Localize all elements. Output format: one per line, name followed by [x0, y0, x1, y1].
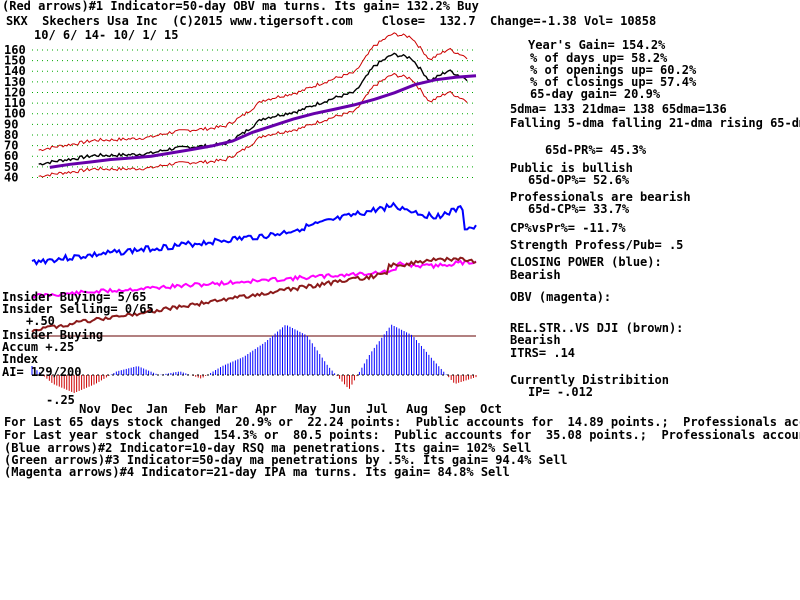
openings-up: % of openings up= 60.2% [530, 63, 697, 77]
ai-label: AI= 129/200 [2, 365, 82, 379]
gain-65-day: 65-day gain= 20.9% [530, 87, 661, 101]
closing-power-label: CLOSING POWER (blue): [510, 255, 662, 269]
footer-year-summary: For Last year stock changed 154.3% or 80… [4, 428, 800, 442]
blue-arrows-indicator-line: (Blue arrows)#2 Indicator=10-day RSQ ma … [4, 441, 532, 455]
index-label: Index [2, 352, 39, 366]
x-month-label: May [295, 402, 317, 416]
closing-power-status: Bearish [510, 268, 561, 282]
rel-strength-label: REL.STR..VS DJI (brown): [510, 321, 684, 335]
rel-strength-line [31, 256, 477, 333]
y-tick-label: 90 [4, 117, 18, 131]
cp-vs-pr: CP%vsPr%= -11.7% [510, 221, 626, 235]
ma65-line [49, 74, 477, 169]
x-month-label: Oct [480, 402, 502, 416]
x-month-label: Jul [366, 402, 388, 416]
accum-plus-50-label: +.50 [26, 314, 55, 328]
distribution-status: Currently Distribition [510, 373, 669, 387]
rel-strength-status: Bearish [510, 333, 561, 347]
x-month-label: Feb [184, 402, 206, 416]
accum-minus-25-label: -.25 [46, 393, 75, 407]
moving-averages: 5dma= 133 21dma= 138 65dma=136 [510, 102, 727, 116]
accum-label: Accum +.25 [2, 340, 75, 354]
ip-value: IP= -.012 [528, 385, 594, 399]
x-month-label: Sep [444, 402, 466, 416]
days-up: % of days up= 58.2% [530, 51, 668, 65]
closings-up: % of closings up= 57.4% [530, 75, 697, 89]
x-month-label: Nov [79, 402, 101, 416]
ma-directions: Falling 5-dma falling 21-dma rising 65-d… [510, 116, 800, 130]
y-tick-label: 140 [4, 64, 26, 78]
op-percent: 65d-OP%= 52.6% [528, 173, 630, 187]
y-tick-label: 50 [4, 160, 18, 174]
itrs-value: ITRS= .14 [510, 346, 576, 360]
y-tick-label: 80 [4, 128, 18, 142]
x-month-label: Jun [329, 402, 351, 416]
y-tick-label: 40 [4, 170, 18, 184]
price-line [38, 52, 468, 166]
y-tick-label: 60 [4, 149, 18, 163]
obv-line [31, 259, 477, 299]
professionals-status: Professionals are bearish [510, 190, 691, 204]
closing-power-line [31, 201, 477, 267]
x-month-label: Aug [406, 402, 428, 416]
x-month-label: Mar [216, 402, 238, 416]
pr-percent: 65d-PR%= 45.3% [545, 143, 647, 157]
red-arrows-indicator-line: (Red arrows)#1 Indicator=50-day OBV ma t… [2, 0, 479, 13]
y-tick-label: 100 [4, 107, 26, 121]
x-month-label: Dec [111, 402, 133, 416]
y-tick-label: 130 [4, 75, 26, 89]
x-month-label: Jan [146, 402, 168, 416]
y-tick-label: 120 [4, 85, 26, 99]
insider-buying-label: Insider Buying [2, 328, 104, 342]
cp-percent: 65d-CP%= 33.7% [528, 202, 630, 216]
upper-band-line [38, 32, 468, 152]
y-tick-label: 110 [4, 96, 26, 110]
date-range: 10/ 6/ 14- 10/ 1/ 15 [34, 28, 179, 42]
y-tick-label: 150 [4, 54, 26, 68]
lower-band-line [38, 72, 468, 178]
y-tick-label: 160 [4, 43, 26, 57]
insider-buying-count: Insider Buying= 5/65 [2, 290, 147, 304]
y-tick-label: 70 [4, 139, 18, 153]
years-gain: Year's Gain= 154.2% [528, 38, 666, 52]
x-month-label: Apr [255, 402, 277, 416]
obv-label: OBV (magenta): [510, 290, 612, 304]
green-arrows-indicator-line: (Green arrows)#3 Indicator=50-day ma pen… [4, 453, 568, 467]
footer-65-day-summary: For Last 65 days stock changed 20.9% or … [4, 415, 800, 429]
stock-title-line: SKX Skechers Usa Inc (C)2015 www.tigerso… [6, 14, 657, 28]
magenta-arrows-indicator-line: (Magenta arrows)#4 Indicator=21-day IPA … [4, 465, 510, 479]
strength-ratio: Strength Profess/Pub= .5 [510, 238, 684, 252]
insider-selling-count: Insider Selling= 0/65 [2, 302, 154, 316]
public-status: Public is bullish [510, 161, 633, 175]
